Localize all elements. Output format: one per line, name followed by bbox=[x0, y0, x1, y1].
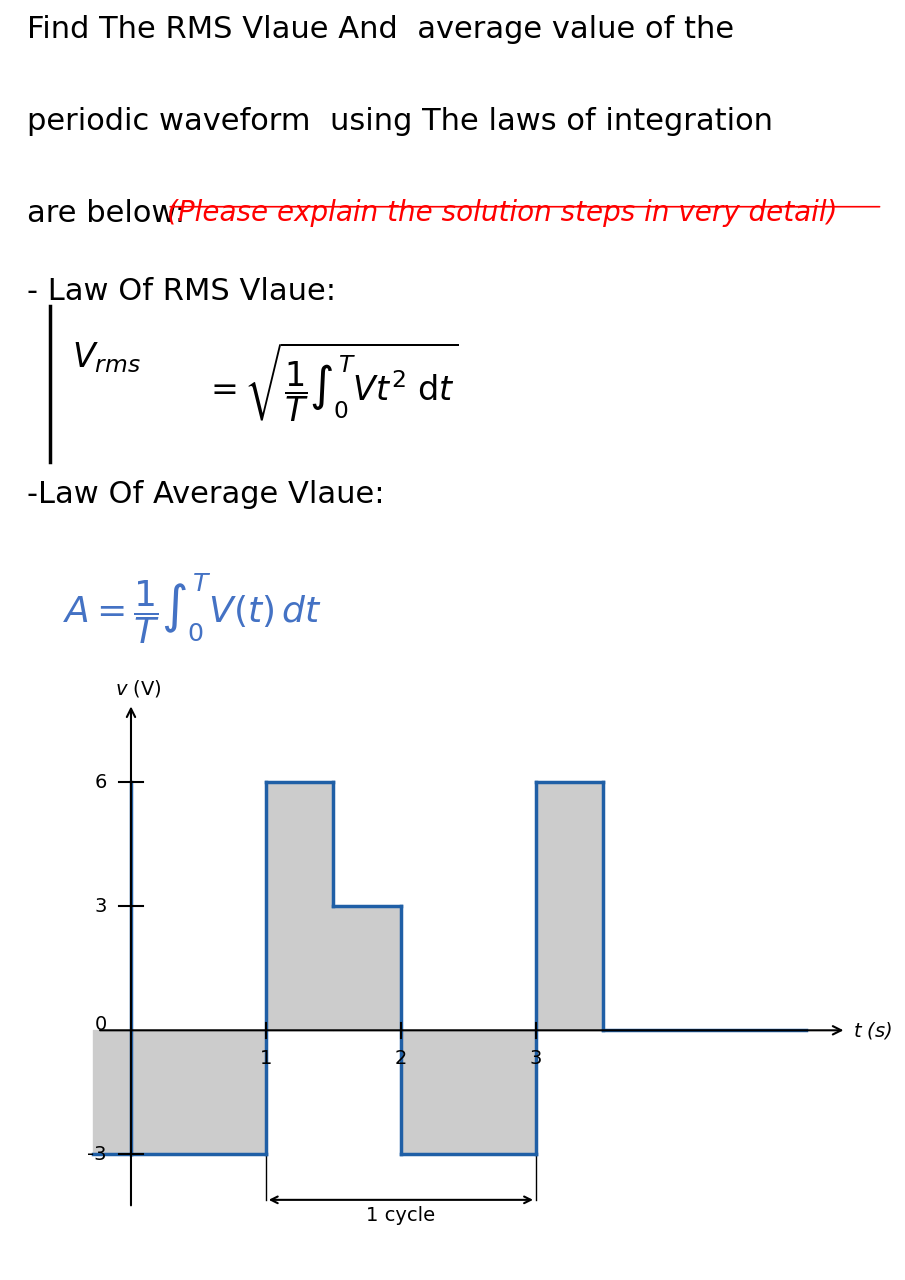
Text: 2: 2 bbox=[395, 1048, 407, 1068]
Text: 1: 1 bbox=[260, 1048, 272, 1068]
Text: (Please explain the solution steps in very detail): (Please explain the solution steps in ve… bbox=[167, 200, 838, 228]
Text: -Law Of Average Vlaue:: -Law Of Average Vlaue: bbox=[27, 480, 385, 509]
Text: -3: -3 bbox=[87, 1144, 107, 1164]
Text: $= \sqrt{\dfrac{1}{T}\int_0^T Vt^2 \ \mathrm{d}t}$: $= \sqrt{\dfrac{1}{T}\int_0^T Vt^2 \ \ma… bbox=[204, 340, 458, 425]
Text: 3: 3 bbox=[94, 897, 107, 915]
Text: are below:: are below: bbox=[27, 200, 205, 228]
Text: $v$ (V): $v$ (V) bbox=[115, 678, 161, 699]
Text: 3: 3 bbox=[529, 1048, 542, 1068]
Text: - Law Of RMS Vlaue:: - Law Of RMS Vlaue: bbox=[27, 278, 336, 306]
Text: periodic waveform  using The laws of integration: periodic waveform using The laws of inte… bbox=[27, 108, 773, 136]
Text: $t$ (s): $t$ (s) bbox=[853, 1020, 892, 1041]
Text: 6: 6 bbox=[94, 773, 107, 791]
Text: Find The RMS Vlaue And  average value of the: Find The RMS Vlaue And average value of … bbox=[27, 14, 734, 44]
Text: $A = \dfrac{1}{T}\int_0^{T} V(t)\,dt$: $A = \dfrac{1}{T}\int_0^{T} V(t)\,dt$ bbox=[63, 571, 322, 646]
Text: $V_{rms}$: $V_{rms}$ bbox=[72, 340, 141, 375]
Text: 0: 0 bbox=[94, 1015, 107, 1033]
Text: 1 cycle: 1 cycle bbox=[367, 1206, 435, 1225]
